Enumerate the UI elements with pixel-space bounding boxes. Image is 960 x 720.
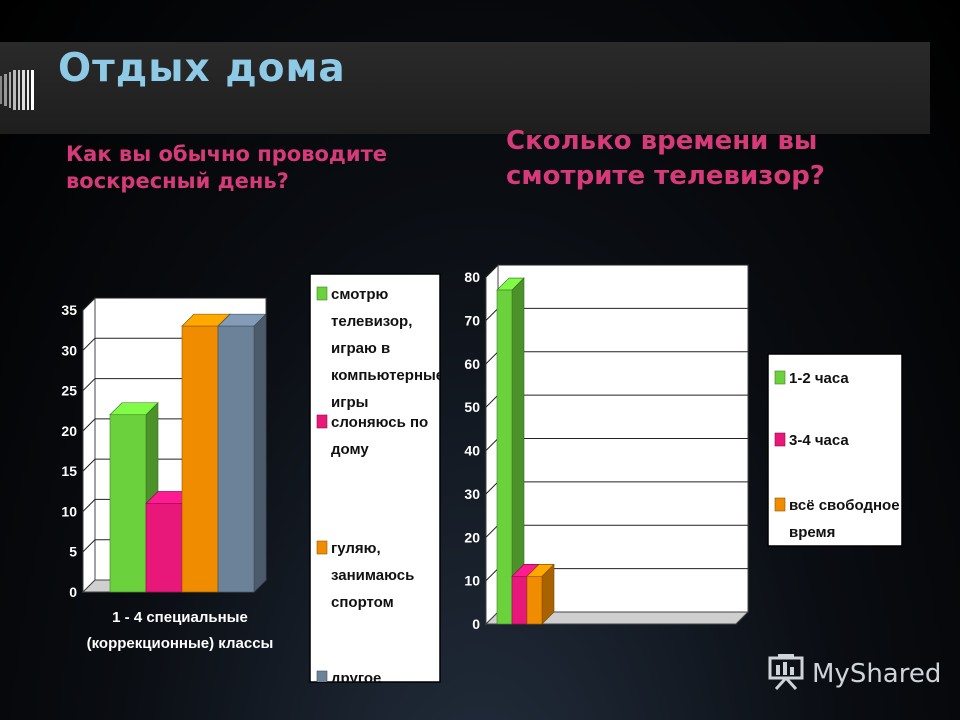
legend-label: играю в [331, 340, 390, 357]
presentation-board-icon [768, 654, 804, 691]
legend-label: гуляю, [331, 540, 381, 557]
legend-swatch [774, 497, 786, 512]
y-tick-label: 50 [464, 399, 480, 415]
legend-label: игры [331, 394, 368, 411]
bar-0 [496, 289, 513, 625]
y-tick-label: 70 [464, 312, 480, 328]
chart-sunday-activities: 0 5 10 15 20 25 30 35 1 - 4 специальные (коррекци… [61, 273, 444, 687]
y-tick-label: 5 [69, 544, 77, 560]
y-tick-label: 60 [464, 356, 480, 372]
question-sunday: Как вы обычно проводите воскресный день? [66, 142, 388, 194]
y-tick-label: 80 [464, 269, 480, 285]
x-category-label: 1 - 4 специальные [112, 609, 248, 626]
legend-label: всё свободное [789, 497, 900, 514]
legend-swatch [774, 432, 786, 447]
question-tv-time: Сколько времени вы смотрите телевизор? [506, 126, 825, 192]
legend-label: другое [331, 670, 381, 687]
plot-floor [484, 611, 750, 625]
title-band [0, 42, 930, 134]
y-tick-label: 30 [464, 486, 480, 502]
y-tick-label: 0 [472, 616, 480, 632]
bar-3 [217, 325, 255, 593]
bar-1 [145, 503, 183, 593]
y-tick-label: 10 [464, 573, 480, 589]
bar-2 [526, 575, 543, 625]
y-tick-label: 40 [464, 443, 480, 459]
legend-label: смотрю [331, 286, 389, 303]
legend-label: занимаюсь [331, 567, 414, 584]
y-tick-label: 20 [61, 423, 77, 439]
legend-label: слоняюсь по [331, 414, 428, 431]
y-tick-label: 20 [464, 529, 480, 545]
bar-2 [181, 325, 219, 593]
legend-label: 3-4 часа [789, 432, 849, 449]
watermark-text: MyShared [812, 659, 942, 689]
legend-label: компьютерные [331, 367, 444, 384]
chart-tv-time: 0 10 20 30 40 50 60 70 80 1-2 часа 3-4 часа всё сво… [464, 263, 903, 632]
legend-entries: 1-2 часа 3-4 часа всё свободное время [774, 370, 900, 541]
y-tick-label: 35 [61, 302, 77, 318]
slide-title: Отдых дома [58, 46, 346, 91]
legend-label: 1-2 часа [789, 370, 849, 387]
y-tick-label: 10 [61, 503, 77, 519]
legend-swatch [316, 414, 328, 429]
y-tick-label: 25 [61, 383, 77, 399]
stripe-decoration-icon [0, 70, 34, 110]
legend-swatch [774, 370, 786, 385]
y-tick-label: 0 [69, 584, 77, 600]
legend-label: дому [331, 441, 369, 458]
legend-entries: смотрю телевизор, играю в компьютерные игры с… [316, 286, 444, 687]
legend-swatch [316, 670, 328, 682]
legend-box [309, 273, 441, 683]
y-tick-label: 15 [61, 463, 77, 479]
x-category-label: (коррекционные) классы [87, 635, 274, 652]
legend-label: телевизор, [331, 313, 412, 330]
gridline [485, 264, 748, 278]
y-tick-label: 30 [61, 342, 77, 358]
bar-side [253, 313, 267, 593]
legend-label: время [789, 524, 835, 541]
legend-label: спортом [331, 594, 394, 611]
gridline [82, 297, 266, 311]
watermark: MyShared [766, 654, 941, 697]
plot-side-wall [82, 296, 96, 594]
legend-swatch [316, 540, 328, 555]
legend-swatch [316, 286, 328, 301]
legend-box [767, 353, 903, 547]
bar-0 [109, 414, 147, 593]
bar-1 [511, 575, 528, 625]
